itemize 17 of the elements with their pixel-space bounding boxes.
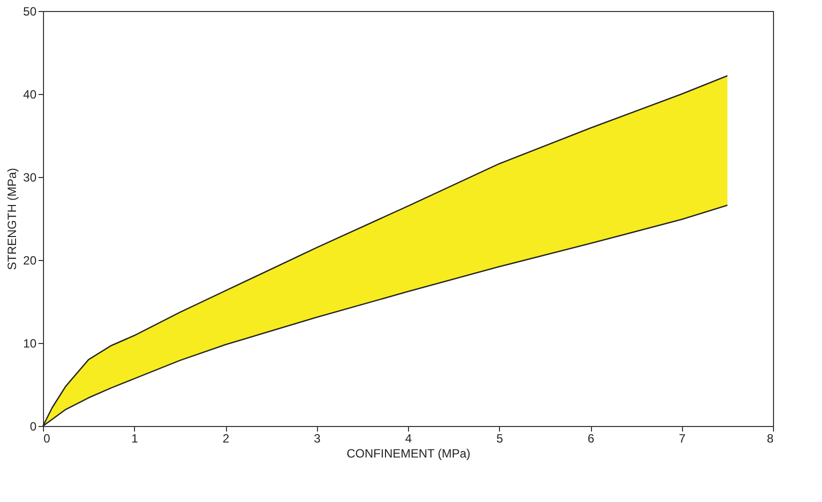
x-tick-label: 4 xyxy=(405,432,412,446)
x-tick-label: 5 xyxy=(496,432,504,446)
y-tick-label: 40 xyxy=(23,88,37,102)
x-tick-label: 7 xyxy=(678,432,686,446)
y-tick-label: 20 xyxy=(23,254,37,268)
x-tick-label: 1 xyxy=(131,432,138,446)
y-tick-label: 10 xyxy=(23,336,37,350)
y-tick-label: 50 xyxy=(23,4,37,18)
x-tick-label: 6 xyxy=(588,432,595,446)
x-axis-title: CONFINEMENT (MPa) xyxy=(346,446,470,460)
y-tick-label: 0 xyxy=(30,420,37,434)
x-tick-label: 3 xyxy=(314,432,321,446)
x-tick-label: 8 xyxy=(766,432,774,446)
y-axis-title: STRENGTH (MPa) xyxy=(5,168,20,270)
x-tick-label: 0 xyxy=(44,432,50,446)
y-tick-label: 30 xyxy=(23,170,37,184)
x-tick-label: 2 xyxy=(222,432,230,446)
